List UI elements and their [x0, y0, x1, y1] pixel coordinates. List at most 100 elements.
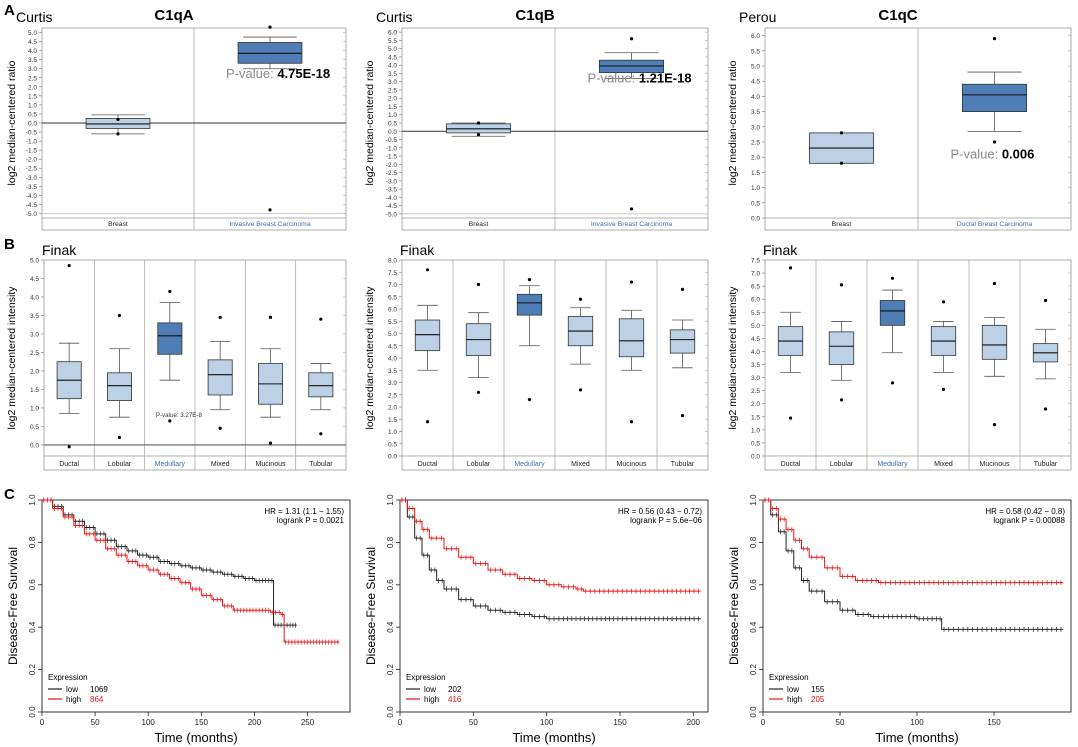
- box-body: [669, 329, 696, 354]
- logrank-pvalue: logrank P = 0.0021: [277, 516, 345, 525]
- x-tick-label: 200: [248, 718, 262, 727]
- y-tick-label: 3.5: [751, 109, 760, 116]
- outlier-point: [941, 387, 946, 391]
- hazard-ratio: HR = 0.56 (0.43 − 0.72): [618, 507, 702, 516]
- y-tick-label: 4.5: [388, 54, 397, 61]
- category-label: Ductal Breast Carcinoma: [957, 221, 1033, 228]
- category-label: Breast: [469, 221, 489, 228]
- x-tick-label: 0: [761, 718, 766, 727]
- box-body: [879, 300, 906, 326]
- y-tick-label: 5.5: [388, 38, 397, 45]
- y-tick-label: 1.0: [751, 185, 760, 192]
- outlier-point: [476, 282, 481, 287]
- y-tick-label: -3.5: [386, 187, 398, 194]
- x-tick-label: 50: [91, 718, 100, 727]
- y-tick-label: 0.4: [749, 621, 758, 633]
- x-tick-label: 0: [40, 718, 45, 727]
- y-tick-label: 1.0: [28, 494, 37, 506]
- box-body: [414, 319, 441, 352]
- dataset-title: Finak: [400, 242, 435, 258]
- y-tick-label: 0.0: [388, 454, 397, 461]
- y-tick-label: -4.0: [26, 193, 38, 200]
- outlier-point: [788, 266, 793, 270]
- y-tick-label: -3.5: [26, 184, 38, 191]
- y-tick-label: 1.0: [751, 427, 760, 434]
- legend-count-high: 205: [811, 695, 825, 704]
- y-tick-label: -3.0: [386, 178, 398, 185]
- y-tick-label: 0.8: [749, 536, 758, 548]
- box-body: [157, 322, 183, 355]
- logrank-pvalue: logrank P = 5.6e−06: [630, 516, 702, 525]
- gene-title: C1qC: [878, 7, 917, 24]
- y-tick-label: 1.5: [30, 387, 39, 394]
- x-tick-label: 100: [142, 718, 156, 727]
- y-tick-label: 1.0: [749, 494, 758, 506]
- category-label: Medullary: [514, 461, 545, 468]
- pvalue-annotation: P-value: 0.006: [951, 147, 1035, 162]
- legend-label-low: low: [787, 685, 799, 694]
- outlier-point: [476, 121, 481, 125]
- outlier-point: [839, 161, 844, 165]
- y-tick-label: -0.5: [26, 130, 38, 137]
- km-plot-2: 0 50 100 150 200 0.0 0.2 0.4 0.6 0.8 1.0 Time (mont…: [364, 494, 709, 745]
- y-tick-label: -1.0: [386, 145, 398, 152]
- x-tick-label: 50: [836, 718, 845, 727]
- category-label: Tubular: [671, 461, 695, 468]
- legend-label-low: low: [66, 685, 78, 694]
- survival-curve-high: [763, 499, 1064, 584]
- y-tick-label: 2.0: [30, 368, 39, 375]
- dataset-title: Curtis: [376, 9, 413, 25]
- dataset-title: Finak: [42, 242, 77, 258]
- y-tick-label: 0.0: [388, 129, 397, 136]
- x-tick-label: 150: [195, 718, 209, 727]
- outlier-point: [117, 313, 122, 318]
- y-tick-label: -2.0: [26, 157, 38, 164]
- y-tick-label: 0.8: [386, 536, 395, 548]
- y-tick-label: 4.0: [751, 349, 760, 356]
- outlier-point: [476, 132, 481, 137]
- box-body: [107, 372, 132, 401]
- outlier-point: [992, 37, 997, 41]
- outlier-point: [319, 317, 323, 321]
- pvalue-annotation: P-value: 4.75E-18: [226, 66, 330, 81]
- y-tick-label: -5.0: [26, 211, 38, 218]
- hazard-ratio: HR = 0.58 (0.42 − 0.8): [985, 507, 1065, 516]
- y-tick-label: 5.5: [388, 319, 397, 326]
- x-axis-label: Time (months): [875, 730, 958, 745]
- y-axis-label: log2 median-centered ratio: [727, 60, 739, 185]
- y-tick-label: 2.0: [388, 96, 397, 103]
- y-tick-label: 1.0: [386, 494, 395, 506]
- x-tick-label: 200: [687, 718, 701, 727]
- y-tick-label: 6.0: [751, 297, 760, 304]
- legend-label-high: high: [787, 695, 802, 704]
- y-tick-label: 3.0: [28, 66, 37, 73]
- y-tick-label: 4.5: [28, 39, 37, 46]
- y-tick-label: 4.0: [388, 356, 397, 363]
- y-tick-label: -5.0: [386, 211, 398, 218]
- box-body: [981, 324, 1008, 360]
- category-label: Lobular: [830, 461, 854, 468]
- y-tick-label: 3.5: [30, 313, 39, 320]
- plot-frame: [399, 499, 709, 713]
- pvalue-label: P-value: 3.27E-8: [156, 412, 203, 419]
- legend-label-low: low: [424, 685, 436, 694]
- y-tick-label: 1.0: [30, 405, 39, 412]
- category-label: Lobular: [108, 461, 132, 468]
- y-tick-label: 4.5: [751, 336, 760, 343]
- y-tick-label: 0.5: [388, 121, 397, 128]
- pvalue-label: P-value:: [226, 66, 277, 81]
- y-tick-label: -4.0: [386, 195, 398, 202]
- y-tick-label: 0.5: [751, 200, 760, 207]
- outlier-point: [527, 278, 532, 282]
- outlier-point: [680, 287, 685, 291]
- logrank-pvalue: logrank P = 0.00088: [993, 516, 1065, 525]
- y-tick-label: 6.0: [388, 307, 397, 314]
- km-plot-3: 0 50 100 150 0.0 0.2 0.4 0.6 0.8 1.0 Time (months)…: [727, 494, 1072, 745]
- outlier-point: [168, 419, 172, 423]
- y-tick-label: 2.5: [388, 87, 397, 94]
- y-tick-label: 0.4: [28, 621, 37, 633]
- y-tick-label: 7.0: [751, 271, 760, 278]
- x-tick-label: 150: [987, 718, 1001, 727]
- survival-curve-low: [400, 499, 701, 620]
- y-tick-label: 0.0: [751, 454, 760, 461]
